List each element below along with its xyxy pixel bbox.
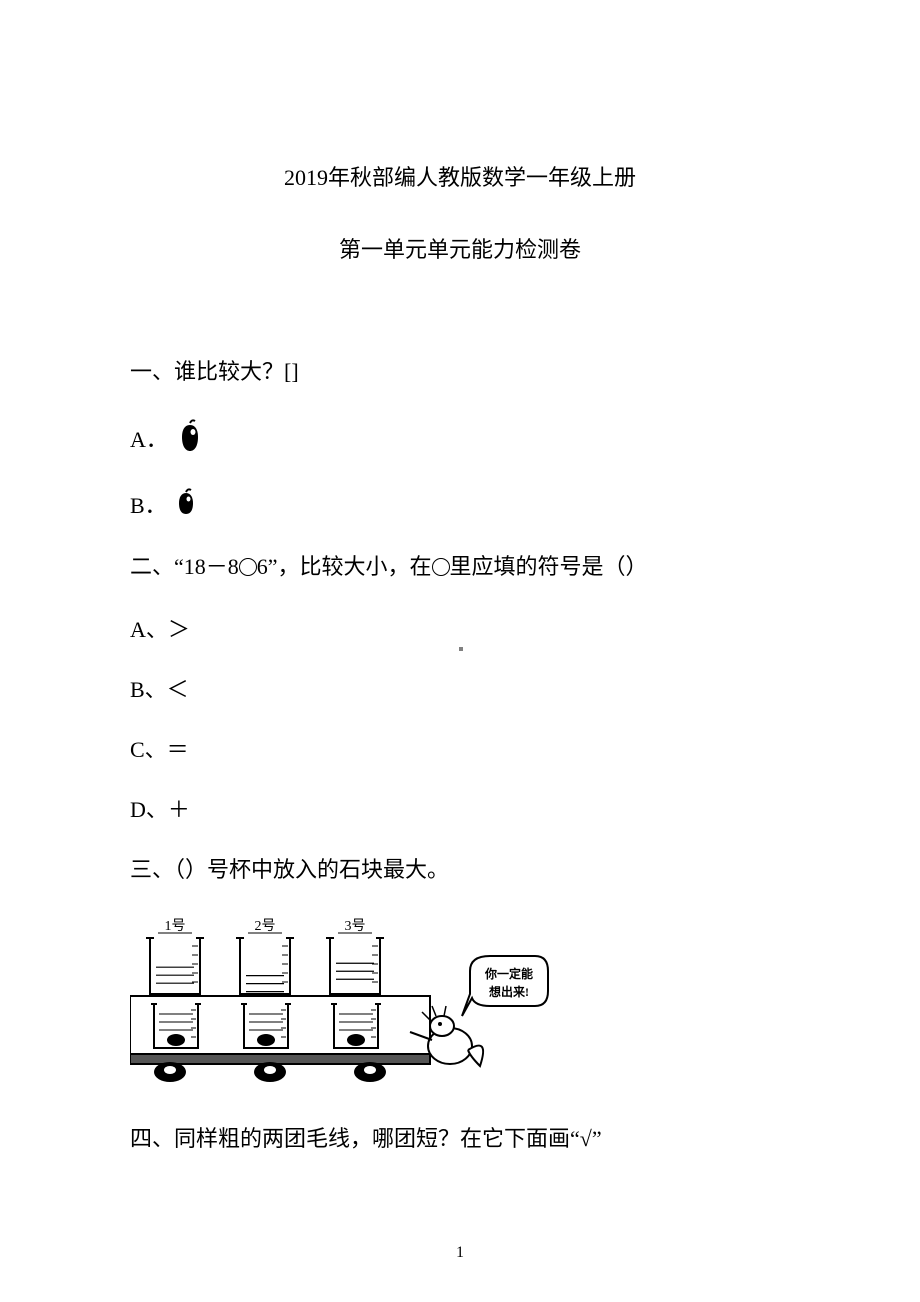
q2-option-b: B、＜: [130, 672, 790, 704]
q2-option-a: A、＞: [130, 612, 790, 644]
q2-text-post: 6”，比较大小，在: [257, 554, 432, 579]
svg-text:你一定能: 你一定能: [484, 966, 533, 981]
question-2: 二、“18－8 6”，比较大小，在里应填的符号是（）: [130, 549, 790, 584]
pear-small-icon: [173, 487, 199, 521]
svg-text:3号: 3号: [345, 919, 366, 934]
circle-blank-icon: [432, 558, 450, 576]
document-subtitle: 第一单元单元能力检测卷: [130, 232, 790, 264]
beakers-diagram-icon: 1号 2号 3号你一定能想出来!: [130, 916, 550, 1086]
document-title: 2019年秋部编人教版数学一年级上册: [130, 160, 790, 192]
center-mark-icon: [459, 647, 463, 651]
q3-figure: 1号 2号 3号你一定能想出来!: [130, 916, 790, 1091]
page-number: 1: [0, 1244, 920, 1262]
q2-text-pre: 二、“18－8: [130, 554, 239, 579]
question-1: 一、谁比较大？[]: [130, 354, 790, 389]
q2-option-c: C、＝: [130, 732, 790, 764]
page-container: 2019年秋部编人教版数学一年级上册 第一单元单元能力检测卷 一、谁比较大？[]…: [0, 0, 920, 1224]
circle-blank-icon: [239, 558, 257, 576]
svg-text:想出来!: 想出来!: [488, 984, 529, 999]
q2-optA-text: A、＞: [130, 612, 190, 644]
q1-option-a: A．: [130, 417, 790, 459]
question-4: 四、同样粗的两团毛线，哪团短？在它下面画“√”: [130, 1121, 790, 1156]
pear-large-icon: [174, 417, 206, 459]
q2-option-d: D、＋: [130, 792, 790, 824]
q2-text-end: 里应填的符号是（）: [450, 554, 648, 579]
q2-optB-text: B、＜: [130, 672, 189, 704]
q1-optA-label: A．: [130, 422, 168, 454]
q1-optB-label: B．: [130, 488, 167, 520]
q1-option-b: B．: [130, 487, 790, 521]
q2-optD-text: D、＋: [130, 792, 190, 824]
q2-optC-text: C、＝: [130, 732, 189, 764]
svg-text:1号: 1号: [165, 919, 186, 934]
question-3: 三、（）号杯中放入的石块最大。: [130, 852, 790, 887]
svg-text:2号: 2号: [255, 919, 276, 934]
